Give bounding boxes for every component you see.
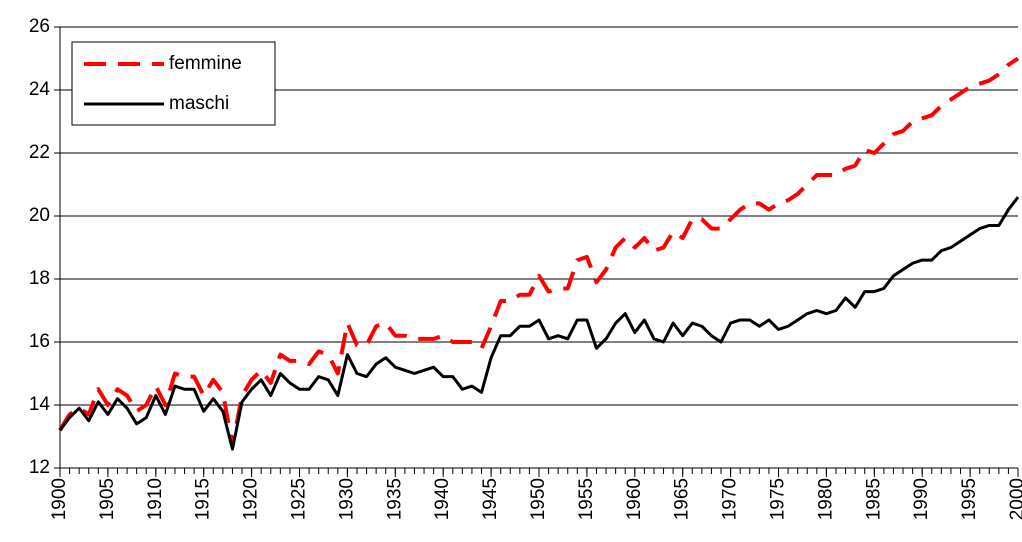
- y-tick-label: 20: [29, 205, 50, 226]
- x-tick-label: 1935: [384, 478, 405, 520]
- x-tick-label: 1940: [432, 478, 453, 520]
- y-tick-label: 24: [29, 79, 51, 100]
- y-tick-label: 22: [29, 142, 50, 163]
- legend-label: femmine: [169, 53, 242, 74]
- x-tick-label: 1915: [193, 478, 214, 520]
- y-tick-label: 16: [29, 331, 50, 352]
- x-tick-label: 1975: [768, 478, 789, 520]
- x-tick-label: 1945: [480, 478, 501, 520]
- x-tick-label: 1905: [97, 478, 118, 520]
- y-tick-label: 18: [29, 268, 50, 289]
- x-tick-label: 1985: [863, 478, 884, 520]
- x-tick-label: 1970: [720, 478, 741, 520]
- x-tick-label: 1960: [624, 478, 645, 520]
- y-tick-label: 14: [29, 394, 51, 415]
- x-tick-label: 1920: [241, 478, 262, 520]
- x-tick-label: 1900: [49, 478, 70, 520]
- x-tick-label: 1990: [911, 478, 932, 520]
- y-tick-label: 26: [29, 16, 50, 37]
- x-tick-label: 1980: [815, 478, 836, 520]
- legend-label: maschi: [169, 93, 229, 114]
- x-tick-label: 1930: [336, 478, 357, 520]
- legend-box: [71, 41, 276, 126]
- line-series: [58, 196, 1020, 451]
- x-tick-label: 1925: [289, 478, 310, 520]
- x-tick-label: 1965: [672, 478, 693, 520]
- x-tick-label: 1950: [528, 478, 549, 520]
- x-tick-label: 1995: [959, 478, 980, 520]
- y-tick-label: 12: [29, 457, 50, 478]
- x-tick-label: 2000: [1007, 478, 1022, 520]
- x-tick-label: 1910: [145, 478, 166, 520]
- x-tick-label: 1955: [576, 478, 597, 520]
- line-series: [58, 56, 1020, 448]
